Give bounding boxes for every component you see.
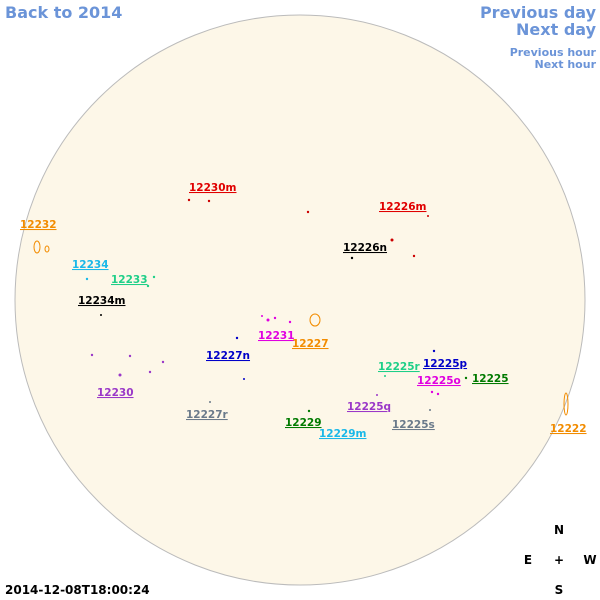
plage: [563, 392, 569, 416]
region-label: 12229m: [319, 428, 367, 440]
spots: [85, 198, 468, 413]
region-label: 12234: [72, 259, 109, 271]
region-label: 12227r: [186, 409, 229, 421]
next-hour-link[interactable]: Next hour: [535, 58, 597, 71]
region-label: 12226n: [343, 242, 387, 254]
region-label: 12227n: [206, 350, 250, 362]
region-label: 12229: [285, 417, 322, 429]
region-label: 12232: [20, 219, 57, 231]
region-label: 12225p: [423, 358, 468, 370]
region-label: 12226m: [379, 201, 427, 213]
compass-center: +: [554, 553, 564, 567]
back-link[interactable]: Back to 2014: [5, 3, 122, 22]
previous-day-link[interactable]: Previous day: [480, 3, 597, 22]
compass-west: W: [583, 553, 596, 567]
region-label: 12225r: [378, 361, 421, 373]
region-label: 12225q: [347, 401, 391, 413]
region-label: 12225: [472, 373, 509, 385]
previous-hour-link[interactable]: Previous hour: [510, 46, 597, 59]
plage: [33, 240, 41, 254]
compass-east: E: [524, 553, 532, 567]
region-label: 12234m: [78, 295, 126, 307]
compass-north: N: [554, 523, 564, 537]
region-label: 12233: [111, 274, 148, 286]
plage: [309, 313, 321, 327]
compass-south: S: [555, 583, 564, 597]
region-label: 12225s: [392, 419, 435, 431]
region-label: 12230m: [189, 182, 237, 194]
solar-disk: [14, 14, 586, 586]
region-label: 12230: [97, 387, 134, 399]
region-label: 12227: [292, 338, 329, 350]
region-label: 12231: [258, 330, 295, 342]
plage: [44, 245, 50, 253]
region-label: 12222: [550, 423, 587, 435]
next-day-link[interactable]: Next day: [516, 20, 597, 39]
timestamp: 2014-12-08T18:00:24: [5, 583, 150, 597]
region-label: 12225o: [417, 375, 461, 387]
